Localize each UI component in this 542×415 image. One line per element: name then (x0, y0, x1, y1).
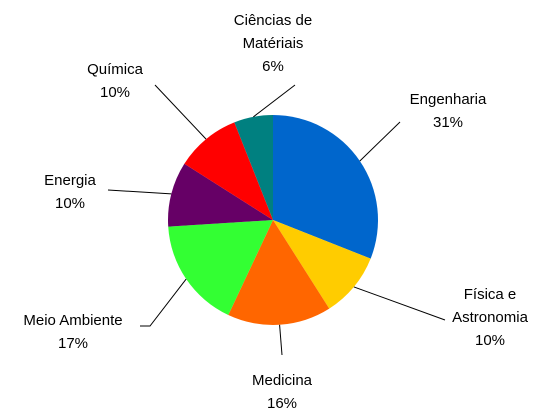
leader-line (253, 85, 295, 117)
value-label: 17% (3, 332, 143, 355)
value-label: 10% (438, 329, 542, 352)
category-label: Medicina (227, 369, 337, 392)
leader-line (280, 325, 282, 355)
category-label: Ciências de Matériais (226, 9, 321, 55)
category-label: Energia (15, 169, 125, 192)
category-label: Física e Astronomia (438, 283, 542, 329)
value-label: 16% (227, 392, 337, 415)
category-label: Engenharia (393, 88, 503, 111)
value-label: 10% (15, 192, 125, 215)
value-label: 6% (226, 55, 321, 78)
value-label: 31% (393, 111, 503, 134)
leader-line (354, 287, 445, 320)
category-label: Meio Ambiente (3, 309, 143, 332)
category-label: Química (60, 58, 170, 81)
value-label: 10% (60, 81, 170, 104)
leader-line (140, 279, 186, 326)
